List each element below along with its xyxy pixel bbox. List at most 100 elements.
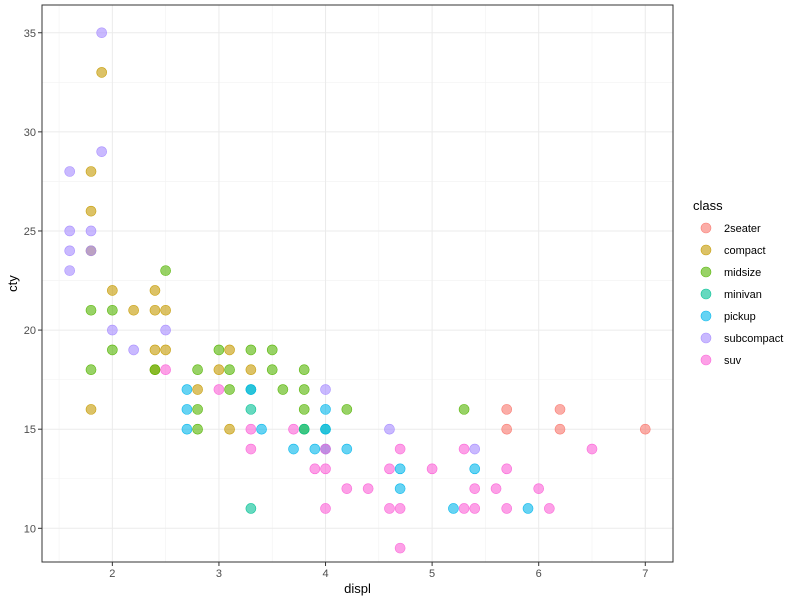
point-compact xyxy=(224,423,235,435)
point-pickup xyxy=(288,443,299,455)
point-subcompact xyxy=(384,423,395,435)
point-suv xyxy=(533,483,544,494)
point-compact xyxy=(96,67,107,78)
grid-lines xyxy=(42,5,673,562)
point-suv xyxy=(501,463,513,475)
legend-label-subcompact: subcompact xyxy=(724,333,783,345)
x-tick-label: 7 xyxy=(642,568,648,580)
point-subcompact xyxy=(85,225,97,237)
point-pickup xyxy=(256,423,267,435)
point-compact xyxy=(149,285,161,296)
point-suv xyxy=(544,503,555,514)
point-subcompact xyxy=(128,344,139,356)
x-tick-label: 4 xyxy=(322,568,328,580)
point-midsize xyxy=(298,384,310,395)
point-midsize xyxy=(192,364,203,376)
point-pickup xyxy=(320,404,331,415)
point-pickup xyxy=(394,463,406,475)
point-midsize xyxy=(224,384,235,395)
legend-label-2seater: 2seater xyxy=(724,223,761,235)
point-suv xyxy=(309,463,321,475)
point-minivan xyxy=(245,404,257,415)
point-subcompact xyxy=(85,245,97,257)
point-compact xyxy=(107,285,118,296)
point-suv xyxy=(426,463,438,475)
y-axis-title: cty xyxy=(5,275,20,292)
point-suv xyxy=(458,503,470,514)
data-points xyxy=(64,27,651,554)
point-midsize xyxy=(85,304,97,316)
point-subcompact xyxy=(96,146,107,157)
y-tick-label: 25 xyxy=(24,226,36,238)
point-subcompact xyxy=(64,245,76,257)
point-suv xyxy=(320,503,331,514)
x-tick-label: 6 xyxy=(536,568,542,580)
y-axis: 10 15 20 25 30 35 xyxy=(24,28,42,535)
point-midsize xyxy=(298,364,310,376)
x-axis-title: displ xyxy=(344,581,371,596)
point-subcompact xyxy=(64,225,76,237)
point-pickup xyxy=(245,384,257,395)
legend-key-suv xyxy=(700,354,712,366)
point-suv xyxy=(320,463,331,475)
point-subcompact xyxy=(64,265,76,276)
point-suv xyxy=(384,463,395,475)
point-compact xyxy=(224,344,235,356)
point-pickup xyxy=(181,404,193,415)
point-subcompact xyxy=(64,166,76,177)
legend-label-minivan: minivan xyxy=(724,289,762,301)
point-midsize xyxy=(160,265,171,276)
point-subcompact xyxy=(469,443,481,455)
point-midsize xyxy=(224,364,235,376)
point-suv xyxy=(384,503,395,514)
point-suv xyxy=(394,503,406,514)
point-compact xyxy=(160,304,171,316)
point-pickup xyxy=(448,503,459,514)
point-suv xyxy=(458,443,470,455)
point-midsize xyxy=(298,404,310,415)
point-compact xyxy=(213,364,225,376)
point-midsize xyxy=(341,404,353,415)
plot-background xyxy=(42,5,673,562)
point-midsize xyxy=(107,304,118,316)
point-suv xyxy=(245,443,257,455)
point-compact xyxy=(192,384,203,395)
point-compact xyxy=(245,364,257,376)
point-compact xyxy=(149,304,161,316)
point-pickup xyxy=(469,463,481,475)
point-midsize xyxy=(149,364,161,376)
legend-key-2seater xyxy=(700,222,712,234)
point-suv xyxy=(394,542,406,554)
point-2seater xyxy=(554,423,566,435)
point-midsize xyxy=(192,404,203,415)
legend-label-pickup: pickup xyxy=(724,311,756,323)
point-compact xyxy=(149,344,161,356)
point-pickup xyxy=(181,423,193,435)
point-suv xyxy=(490,483,502,494)
point-minivan xyxy=(245,503,257,514)
x-axis: 2 3 4 5 6 7 xyxy=(109,562,648,580)
point-suv xyxy=(213,384,225,395)
legend-label-compact: compact xyxy=(724,245,766,257)
point-2seater xyxy=(501,423,513,435)
point-suv xyxy=(586,443,598,455)
point-compact xyxy=(160,344,171,356)
point-midsize xyxy=(85,364,97,376)
point-subcompact xyxy=(320,384,331,395)
point-pickup xyxy=(341,443,353,455)
point-suv xyxy=(469,503,481,514)
point-midsize xyxy=(277,384,289,395)
point-pickup xyxy=(309,443,321,455)
point-midsize xyxy=(192,423,203,435)
point-2seater xyxy=(501,404,513,415)
point-compact xyxy=(85,404,97,415)
point-compact xyxy=(85,166,97,177)
legend-key-pickup xyxy=(700,310,712,322)
point-suv xyxy=(245,423,257,435)
point-2seater xyxy=(554,404,566,415)
point-subcompact xyxy=(96,27,107,39)
legend-key-minivan xyxy=(700,288,712,300)
point-suv xyxy=(341,483,353,494)
x-tick-label: 5 xyxy=(429,568,435,580)
